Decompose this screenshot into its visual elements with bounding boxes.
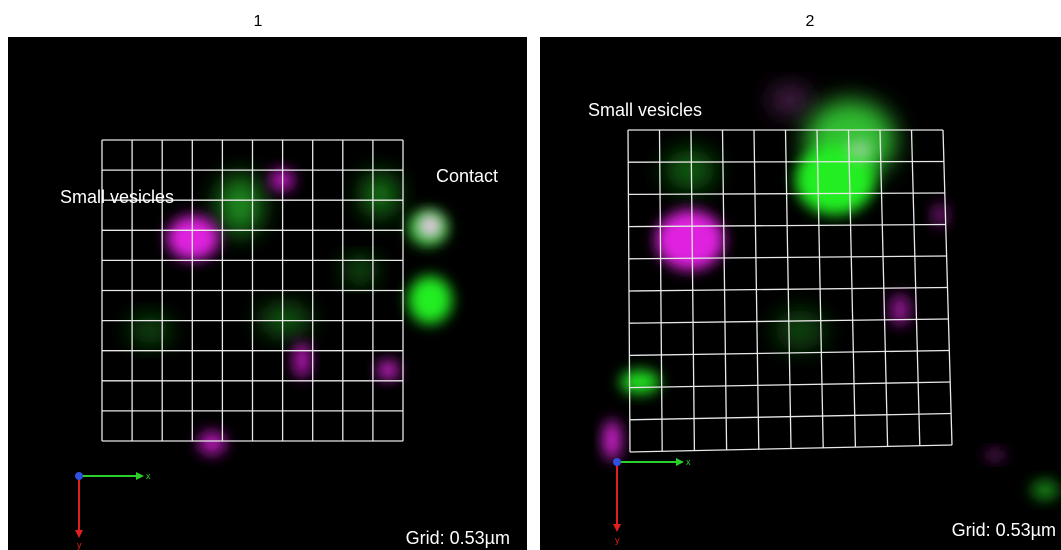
green-signal xyxy=(620,370,660,394)
panel-title: 2 xyxy=(806,13,815,30)
green-signal xyxy=(345,258,375,282)
green-signal xyxy=(362,173,398,217)
green-signal xyxy=(665,150,715,190)
green-signal xyxy=(408,276,452,324)
contact-signal xyxy=(418,214,442,238)
annotation: Contact xyxy=(436,166,498,186)
x-axis-label: x xyxy=(686,457,691,467)
scale-label: Grid: 0.53µm xyxy=(406,528,510,548)
magenta-signal xyxy=(377,360,399,380)
y-axis-label: y xyxy=(615,535,620,545)
panel-1: Small vesicles Contact Grid: 0.53µm x y xyxy=(8,37,527,550)
axis-origin xyxy=(613,458,621,466)
magenta-signal xyxy=(656,210,724,270)
scale-label: Grid: 0.53µm xyxy=(952,520,1056,540)
y-axis-label: y xyxy=(77,540,82,550)
panel-title: 1 xyxy=(254,13,263,30)
body: 1 2 Small vesicles Contact Grid: 0.53µm … xyxy=(0,0,1061,550)
annotation: Small vesicles xyxy=(60,187,174,207)
panel-2: Small vesicles Grid: 0.53µm x y xyxy=(540,37,1061,550)
annotation: Small vesicles xyxy=(588,100,702,120)
magenta-signal xyxy=(293,342,311,378)
contact-signal xyxy=(848,140,872,160)
page: Microscopy panels {"panels": [ {"title":… xyxy=(0,0,1061,550)
axis-origin xyxy=(75,472,83,480)
green-signal xyxy=(218,175,262,235)
magenta-signal xyxy=(603,420,621,460)
magenta-signal xyxy=(985,449,1005,461)
figure: 1 2 Small vesicles Contact Grid: 0.53µm … xyxy=(0,0,1061,550)
magenta-signal xyxy=(770,86,810,114)
magenta-signal xyxy=(890,294,910,326)
x-axis-label: x xyxy=(146,471,151,481)
green-signal xyxy=(1031,480,1059,500)
green-signal xyxy=(775,310,825,350)
magenta-signal xyxy=(167,216,219,260)
